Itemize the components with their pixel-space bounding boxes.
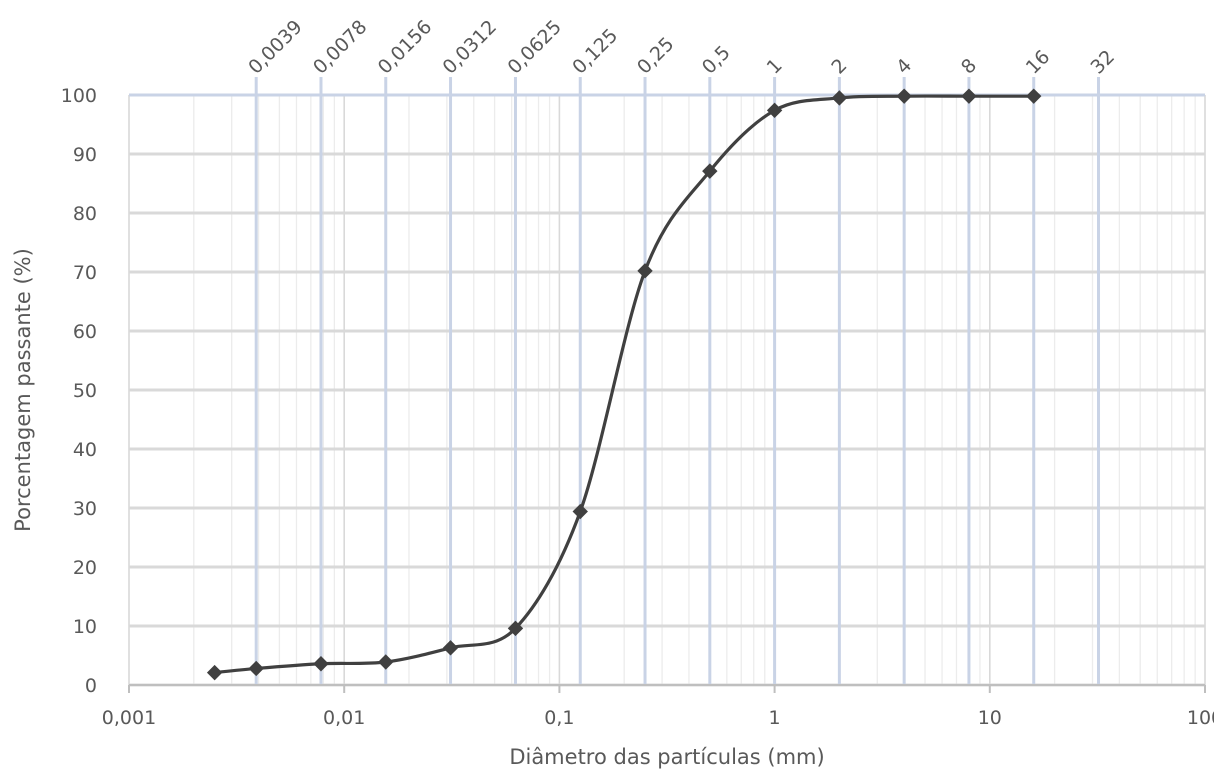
sieve-size-label: 1 [763, 54, 787, 78]
y-tick-label: 50 [73, 380, 97, 402]
y-axis-title: Porcentagem passante (%) [11, 248, 35, 532]
x-tick-label: 1 [769, 707, 781, 729]
data-point-marker [248, 660, 264, 677]
x-tick-label: 10 [978, 707, 1002, 729]
sieve-size-label: 0,5 [698, 42, 735, 79]
data-point-marker [896, 88, 912, 104]
data-point-marker [831, 90, 848, 106]
sieve-size-label: 0,0625 [503, 16, 566, 79]
y-tick-label: 30 [73, 498, 97, 520]
y-tick-label: 40 [73, 439, 97, 461]
x-axis-tick-labels: 0,001 0,01 0,1 1 10 100 [102, 707, 1214, 729]
sieve-size-label: 8 [957, 54, 981, 78]
y-tick-label: 20 [73, 557, 97, 579]
chart-axes [128, 93, 1206, 693]
data-point-marker [442, 640, 459, 656]
x-tick-label: 0,01 [323, 707, 365, 729]
data-point-marker [961, 88, 977, 104]
data-point-marker [702, 163, 718, 179]
y-tick-label: 100 [61, 85, 97, 107]
data-point-marker [507, 620, 524, 637]
data-point-marker [572, 503, 588, 520]
sieve-size-label: 2 [827, 54, 851, 78]
sieve-size-label: 0,0312 [439, 16, 502, 79]
data-series [206, 88, 1042, 681]
sieve-size-label: 32 [1086, 46, 1119, 79]
x-tick-label: 0,1 [544, 707, 574, 729]
data-point-marker [1026, 88, 1042, 104]
x-tick-label: 0,001 [102, 707, 156, 729]
y-tick-label: 10 [73, 616, 97, 638]
data-point-marker [378, 654, 394, 670]
y-axis-tick-labels: 0 10 20 30 40 50 60 70 80 90 100 [61, 85, 97, 697]
series-line [214, 94, 1034, 675]
sieve-size-label: 0,0078 [309, 16, 372, 79]
sieve-size-label: 0,125 [568, 25, 622, 79]
sieve-size-label: 0,0039 [244, 16, 307, 79]
y-tick-label: 90 [73, 144, 97, 166]
y-tick-label: 0 [85, 675, 97, 697]
sieve-size-label: 16 [1022, 46, 1055, 79]
data-point-marker [206, 664, 223, 681]
x-tick-label: 100 [1187, 707, 1214, 729]
sieve-size-label: 0,0156 [374, 16, 437, 79]
sieve-size-labels: 0,0039 0,0078 0,0156 0,0312 0,0625 0,125 0,25 0… [244, 16, 1119, 79]
y-tick-label: 60 [73, 321, 97, 343]
sieve-size-label: 4 [892, 54, 916, 78]
y-tick-label: 80 [73, 203, 97, 225]
data-point-marker [637, 263, 653, 279]
major-gridlines [128, 93, 1206, 687]
x-axis-title: Diâmetro das partículas (mm) [509, 745, 824, 769]
sieve-size-reference-lines [254, 77, 1101, 685]
sieve-size-label: 0,25 [633, 33, 678, 78]
y-tick-label: 70 [73, 262, 97, 284]
data-point-marker [766, 102, 783, 119]
data-point-marker [313, 656, 329, 672]
